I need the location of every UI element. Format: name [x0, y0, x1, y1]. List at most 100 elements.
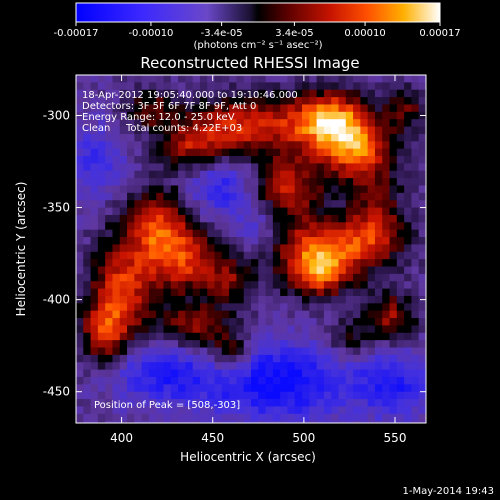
heatmap-cell [112, 362, 121, 371]
heatmap-cell [418, 318, 426, 327]
heatmap-cell [331, 399, 340, 408]
heatmap-cell [389, 259, 398, 268]
heatmap-cell [207, 82, 216, 91]
heatmap-cell [148, 89, 157, 98]
heatmap-cell [156, 104, 165, 113]
heatmap-cell [389, 273, 398, 282]
heatmap-cell [112, 384, 121, 393]
heatmap-cell [134, 170, 143, 179]
heatmap-cell [76, 97, 84, 106]
heatmap-cell [316, 295, 325, 304]
heatmap-cell [221, 376, 230, 385]
heatmap-cell [221, 126, 230, 135]
heatmap-cell [221, 229, 230, 238]
heatmap-cell [396, 391, 405, 400]
heatmap-cell [119, 222, 128, 231]
heatmap-cell [236, 310, 245, 319]
heatmap-cell [272, 156, 281, 164]
heatmap-cell [404, 251, 413, 260]
heatmap-cell [302, 214, 310, 223]
heatmap-cell [360, 406, 369, 415]
heatmap-cell [345, 384, 354, 393]
heatmap-cell [178, 141, 186, 150]
heatmap-cell [156, 354, 165, 363]
heatmap-cell [396, 406, 405, 415]
heatmap-cell [287, 82, 296, 91]
heatmap-cell [236, 111, 245, 120]
heatmap-cell [404, 421, 413, 423]
heatmap-cell [360, 413, 369, 422]
heatmap-cell [83, 362, 92, 371]
heatmap-cell [97, 178, 106, 187]
heatmap-cell [148, 170, 157, 179]
heatmap-cell [353, 384, 361, 393]
heatmap-cell [323, 244, 332, 253]
heatmap-cell [309, 104, 318, 113]
heatmap-cell [156, 163, 165, 172]
heatmap-cell [360, 421, 369, 423]
heatmap-cell [272, 376, 281, 385]
heatmap-cell [214, 362, 223, 371]
heatmap-cell [294, 89, 303, 98]
heatmap-cell [214, 413, 223, 422]
heatmap-cell [76, 192, 84, 201]
heatmap-cell [294, 406, 303, 415]
heatmap-cell [323, 421, 332, 423]
heatmap-cell [374, 391, 383, 400]
heatmap-cell [199, 332, 208, 341]
heatmap-cell [338, 318, 347, 327]
heatmap-cell [287, 148, 296, 157]
heatmap-cell [199, 318, 208, 327]
heatmap-cell [345, 406, 354, 415]
heatmap-cell [302, 200, 310, 209]
heatmap-cell [418, 266, 426, 275]
heatmap-cell [112, 97, 121, 106]
heatmap-cell [280, 214, 289, 223]
heatmap-cell [382, 237, 391, 245]
heatmap-cell [374, 266, 383, 275]
heatmap-cell [134, 163, 143, 172]
heatmap-cell [90, 244, 99, 253]
heatmap-cell [309, 200, 318, 209]
heatmap-cell [229, 295, 238, 304]
heatmap-cell [134, 185, 143, 194]
heatmap-cell [251, 126, 259, 135]
heatmap-cell [236, 163, 245, 172]
heatmap-cell [323, 266, 332, 275]
heatmap-cell [323, 104, 332, 113]
heatmap-cell [199, 214, 208, 223]
heatmap-cell [374, 148, 383, 157]
heatmap-cell [345, 354, 354, 363]
heatmap-cell [272, 229, 281, 238]
heatmap-cell [345, 126, 354, 135]
heatmap-cell [353, 288, 361, 297]
heatmap-cell [105, 399, 114, 408]
heatmap-cell [280, 141, 289, 150]
heatmap-cell [316, 281, 325, 290]
heatmap-cell [141, 362, 150, 371]
heatmap-cell [207, 281, 216, 290]
heatmap-cell [360, 237, 369, 245]
heatmap-cell [360, 399, 369, 408]
heatmap-cell [323, 200, 332, 209]
heatmap-cell [76, 369, 84, 378]
heatmap-cell [280, 391, 289, 400]
heatmap-cell [127, 148, 135, 157]
heatmap-cell [243, 369, 252, 378]
heatmap-cell [272, 170, 281, 179]
heatmap-cell [316, 82, 325, 91]
heatmap-cell [302, 266, 310, 275]
heatmap-cell [323, 82, 332, 91]
heatmap-cell [302, 163, 310, 172]
heatmap-cell [163, 413, 172, 422]
heatmap-cell [294, 266, 303, 275]
heatmap-cell [199, 406, 208, 415]
plot-frame [75, 74, 427, 424]
heatmap-cell [331, 303, 340, 312]
heatmap-cell [178, 148, 186, 157]
heatmap-cell [141, 141, 150, 150]
heatmap-cell [243, 156, 252, 164]
heatmap-cell [192, 340, 201, 349]
heatmap-cell [345, 251, 354, 260]
heatmap-cell [236, 244, 245, 253]
